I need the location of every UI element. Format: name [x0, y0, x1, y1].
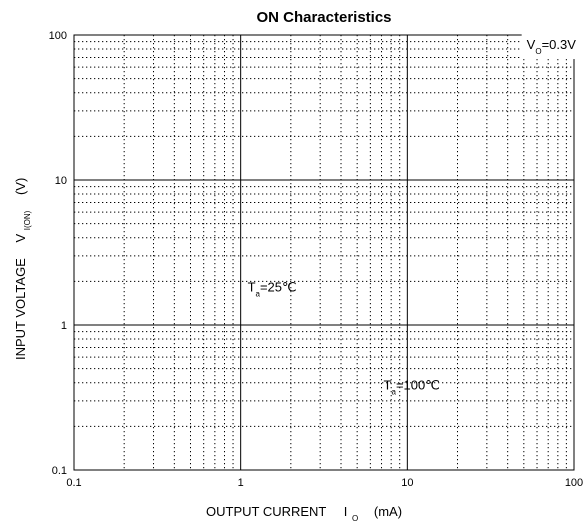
annotation-ta25: Ta=25℃: [248, 280, 297, 299]
y-axis-label: INPUT VOLTAGE V I(ON) (V): [13, 178, 33, 360]
x-axis-symbol: I: [344, 504, 348, 519]
x-axis-unit: (mA): [374, 504, 402, 519]
annotation-text: Ta=100℃: [384, 377, 440, 396]
y-axis-subscript: I(ON): [23, 210, 32, 230]
annotation-symbol: V: [527, 37, 536, 52]
annotation-subscript: a: [392, 387, 397, 396]
annotation-value: =100℃: [396, 377, 440, 392]
y-tick-label: 10: [55, 175, 67, 187]
x-axis-subscript: O: [352, 514, 358, 523]
annotation-value: =25℃: [260, 280, 297, 295]
y-tick-label: 1: [61, 320, 67, 332]
x-tick-label: 1: [238, 477, 244, 489]
annotation-ta100: Ta=100℃: [384, 377, 440, 396]
x-tick-labels: 0.1 1 10 100: [66, 477, 583, 489]
annotation-symbol: T: [384, 377, 392, 392]
annotation-background: [521, 34, 582, 60]
plot-frame: [73, 34, 575, 471]
annotation-text: Ta=25℃: [248, 280, 297, 299]
annotation-vo: VO=0.3V: [521, 34, 582, 60]
annotation-subscript: O: [535, 47, 541, 56]
x-axis-label-main: OUTPUT CURRENT: [206, 504, 326, 519]
y-tick-labels: 0.1 1 10 100: [49, 30, 67, 477]
x-tick-label: 0.1: [66, 477, 81, 489]
annotation-value: =0.3V: [542, 37, 577, 52]
major-grid: [74, 35, 574, 470]
chart-title: ON Characteristics: [256, 9, 391, 26]
x-axis-label: OUTPUT CURRENT I O (mA): [206, 504, 402, 524]
y-axis-label-main: INPUT VOLTAGE: [13, 258, 28, 360]
annotation-symbol: T: [248, 280, 256, 295]
y-axis-symbol: V: [13, 234, 28, 243]
minor-grid: [74, 35, 574, 470]
x-tick-label: 100: [565, 477, 583, 489]
x-tick-label: 10: [401, 477, 413, 489]
annotation-subscript: a: [256, 290, 261, 299]
y-axis-unit: (V): [13, 178, 28, 195]
annotation-text: VO=0.3V: [527, 37, 577, 56]
y-tick-label: 0.1: [52, 465, 67, 477]
y-tick-label: 100: [49, 30, 67, 42]
